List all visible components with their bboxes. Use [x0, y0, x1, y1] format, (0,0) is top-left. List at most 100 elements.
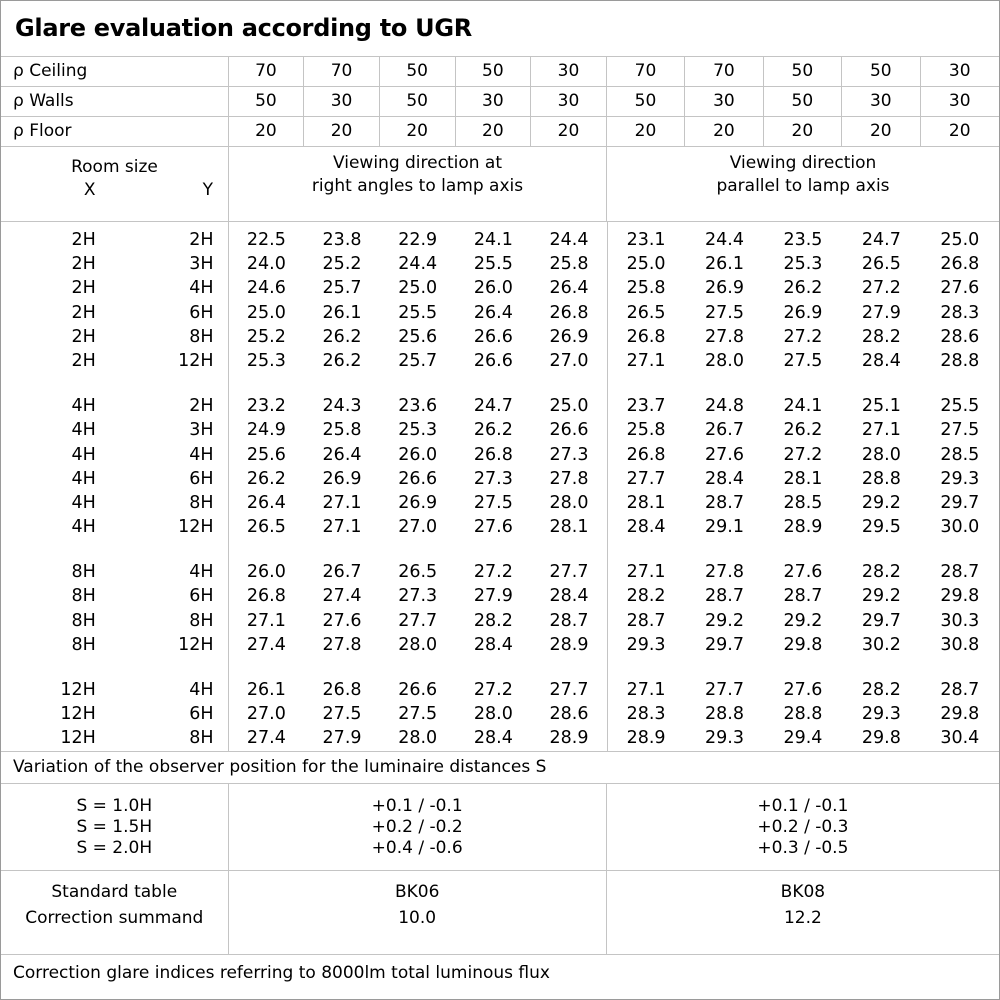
ugr-value-parallel: 30.3 [940, 610, 980, 631]
ugr-value-right-angles: 28.0 [549, 492, 589, 513]
s-parallel-value-3: +0.3 / -0.5 [757, 837, 849, 858]
ugr-value-right-angles: 27.0 [549, 350, 589, 371]
ugr-value-parallel: 27.5 [940, 420, 980, 441]
ugr-value-parallel: 27.1 [626, 680, 666, 700]
ugr-value-right-angles: 22.5 [246, 230, 286, 250]
ugr-value-right-angles: 23.6 [398, 396, 438, 417]
ugr-row: 2H 4H 24.6 25.7 25.0 26.0 26.4 25.8 26.9 26.2 27.2… [1, 276, 999, 300]
ugr-value-right-angles: 25.0 [246, 302, 286, 323]
ugr-row: 4H 6H 26.2 26.9 26.6 27.3 27.8 27.7 28.4 28.1 28.8… [1, 467, 999, 491]
ugr-value-right-angles: 25.8 [322, 420, 362, 441]
ugr-value-parallel: 28.7 [626, 610, 666, 631]
ugr-value-right-angles: 27.7 [549, 562, 589, 583]
ugr-value-right-angles: 25.8 [549, 254, 589, 275]
ugr-value-parallel: 24.8 [705, 396, 744, 417]
reflectance-row: ρ Floor 20 20 20 20 20 20 20 20 20 20 [1, 117, 999, 147]
ugr-value-right-angles: 27.7 [398, 610, 438, 631]
ugr-value-parallel: 27.1 [861, 420, 901, 441]
room-y-value: 6H [189, 704, 214, 725]
room-size-y-label: Y [202, 180, 214, 200]
ugr-value-parallel: 27.7 [705, 680, 744, 700]
ugr-value-parallel: 24.1 [783, 396, 823, 417]
ugr-value-parallel: 24.7 [861, 230, 901, 250]
ugr-value-right-angles: 28.1 [549, 517, 589, 538]
ugr-row: 2H 2H 22.5 23.8 22.9 24.1 24.4 23.1 24.4 23.5 24.7… [1, 228, 999, 252]
reflectance-value: 30 [531, 87, 607, 116]
standard-table-label: Standard table [51, 882, 178, 902]
ugr-value-parallel: 25.0 [626, 254, 666, 275]
ugr-row: 4H 4H 25.6 26.4 26.0 26.8 27.3 26.8 27.6 27.2 28.0… [1, 443, 999, 467]
reflectance-value: 20 [842, 117, 921, 146]
ugr-value-parallel: 29.2 [705, 610, 744, 631]
ugr-value-right-angles: 28.7 [549, 610, 589, 631]
ugr-block: 2H 2H 22.5 23.8 22.9 24.1 24.4 23.1 24.4 23.5 24.7… [1, 228, 999, 373]
ugr-value-right-angles: 27.6 [322, 610, 362, 631]
ugr-value-parallel: 28.4 [705, 468, 744, 489]
ugr-value-parallel: 27.1 [626, 350, 666, 371]
ugr-value-parallel: 26.2 [783, 420, 823, 441]
room-x-value: 2H [71, 326, 96, 347]
viewing-direction-right-angles-header: Viewing direction at right angles to lam… [229, 147, 608, 221]
standard-table-parallel-value: BK08 [780, 882, 826, 902]
spacer [214, 325, 229, 349]
spacer [213, 179, 228, 202]
reflectance-value: 20 [380, 117, 456, 146]
ugr-value-right-angles: 26.9 [549, 326, 589, 347]
ugr-value-right-angles: 28.6 [549, 704, 589, 725]
ugr-value-parallel: 29.7 [940, 492, 980, 513]
ugr-row: 12H 4H 26.1 26.8 26.6 27.2 27.7 27.1 27.7 27.6 28.… [1, 678, 999, 702]
ugr-value-right-angles: 26.6 [549, 420, 589, 441]
ugr-row: 4H 2H 23.2 24.3 23.6 24.7 25.0 23.7 24.8 24.1 25.1… [1, 394, 999, 418]
ugr-rows-container: 2H 2H 22.5 23.8 22.9 24.1 24.4 23.1 24.4 23.5 24.7… [1, 228, 999, 751]
ugr-value-parallel: 28.9 [783, 517, 823, 538]
ugr-value-right-angles: 24.3 [322, 396, 362, 417]
ugr-value-parallel: 28.2 [861, 326, 901, 347]
reflectance-value: 50 [607, 87, 686, 116]
ugr-value-right-angles: 28.9 [549, 728, 589, 749]
ugr-value-parallel: 28.8 [940, 350, 980, 371]
room-x-value: 4H [71, 517, 96, 538]
ugr-value-right-angles: 25.5 [398, 302, 438, 323]
ugr-value-parallel: 27.6 [705, 444, 744, 465]
ugr-value-parallel: 27.8 [705, 326, 744, 347]
ugr-row: 12H 6H 27.0 27.5 27.5 28.0 28.6 28.3 28.8 28.8 29.… [1, 702, 999, 726]
ugr-value-right-angles: 27.1 [322, 492, 362, 513]
ugr-value-parallel: 28.8 [861, 468, 901, 489]
ugr-value-parallel: 27.2 [783, 326, 823, 347]
ugr-value-right-angles: 24.1 [473, 230, 513, 250]
room-y-value: 6H [189, 468, 214, 489]
ugr-value-parallel: 29.3 [626, 634, 666, 655]
ugr-value-right-angles: 27.3 [473, 468, 513, 489]
reflectance-value: 50 [764, 87, 843, 116]
ugr-value-parallel: 23.7 [626, 396, 666, 417]
column-divider [228, 222, 229, 751]
spacer [214, 584, 229, 608]
spacer [214, 394, 229, 418]
ugr-value-parallel: 27.6 [940, 278, 980, 299]
ugr-value-parallel: 26.2 [783, 278, 823, 299]
ugr-value-parallel: 27.5 [705, 302, 744, 323]
viewing-direction-parallel-header: Viewing direction parallel to lamp axis [607, 147, 999, 221]
ugr-value-right-angles: 26.5 [398, 562, 438, 583]
s-variation-section: S = 1.0H S = 1.5H S = 2.0H +0.1 / -0.1 +… [1, 784, 999, 871]
ugr-value-parallel: 29.8 [861, 728, 901, 749]
ugr-value-right-angles: 26.6 [398, 468, 438, 489]
correction-summand-right-angles-value: 10.0 [398, 908, 437, 928]
reflectance-value: 70 [304, 57, 380, 86]
room-x-value: 2H [71, 302, 96, 323]
reflectance-value: 50 [764, 57, 843, 86]
ugr-value-right-angles: 27.7 [549, 680, 589, 700]
s-right-angles-value-2: +0.2 / -0.2 [371, 816, 463, 837]
ugr-value-right-angles: 26.2 [322, 350, 362, 371]
ugr-value-right-angles: 27.0 [246, 704, 286, 725]
ugr-value-parallel: 25.1 [861, 396, 901, 417]
spacer [214, 418, 229, 442]
ugr-value-parallel: 25.5 [940, 396, 980, 417]
ugr-value-parallel: 26.5 [626, 302, 666, 323]
ugr-value-right-angles: 26.4 [322, 444, 362, 465]
viewing-direction-parallel-line2: parallel to lamp axis [716, 176, 890, 196]
ugr-value-parallel: 25.8 [626, 278, 666, 299]
ugr-value-right-angles: 26.1 [322, 302, 362, 323]
room-x-value: 8H [71, 586, 96, 607]
ugr-value-parallel: 29.4 [783, 728, 823, 749]
